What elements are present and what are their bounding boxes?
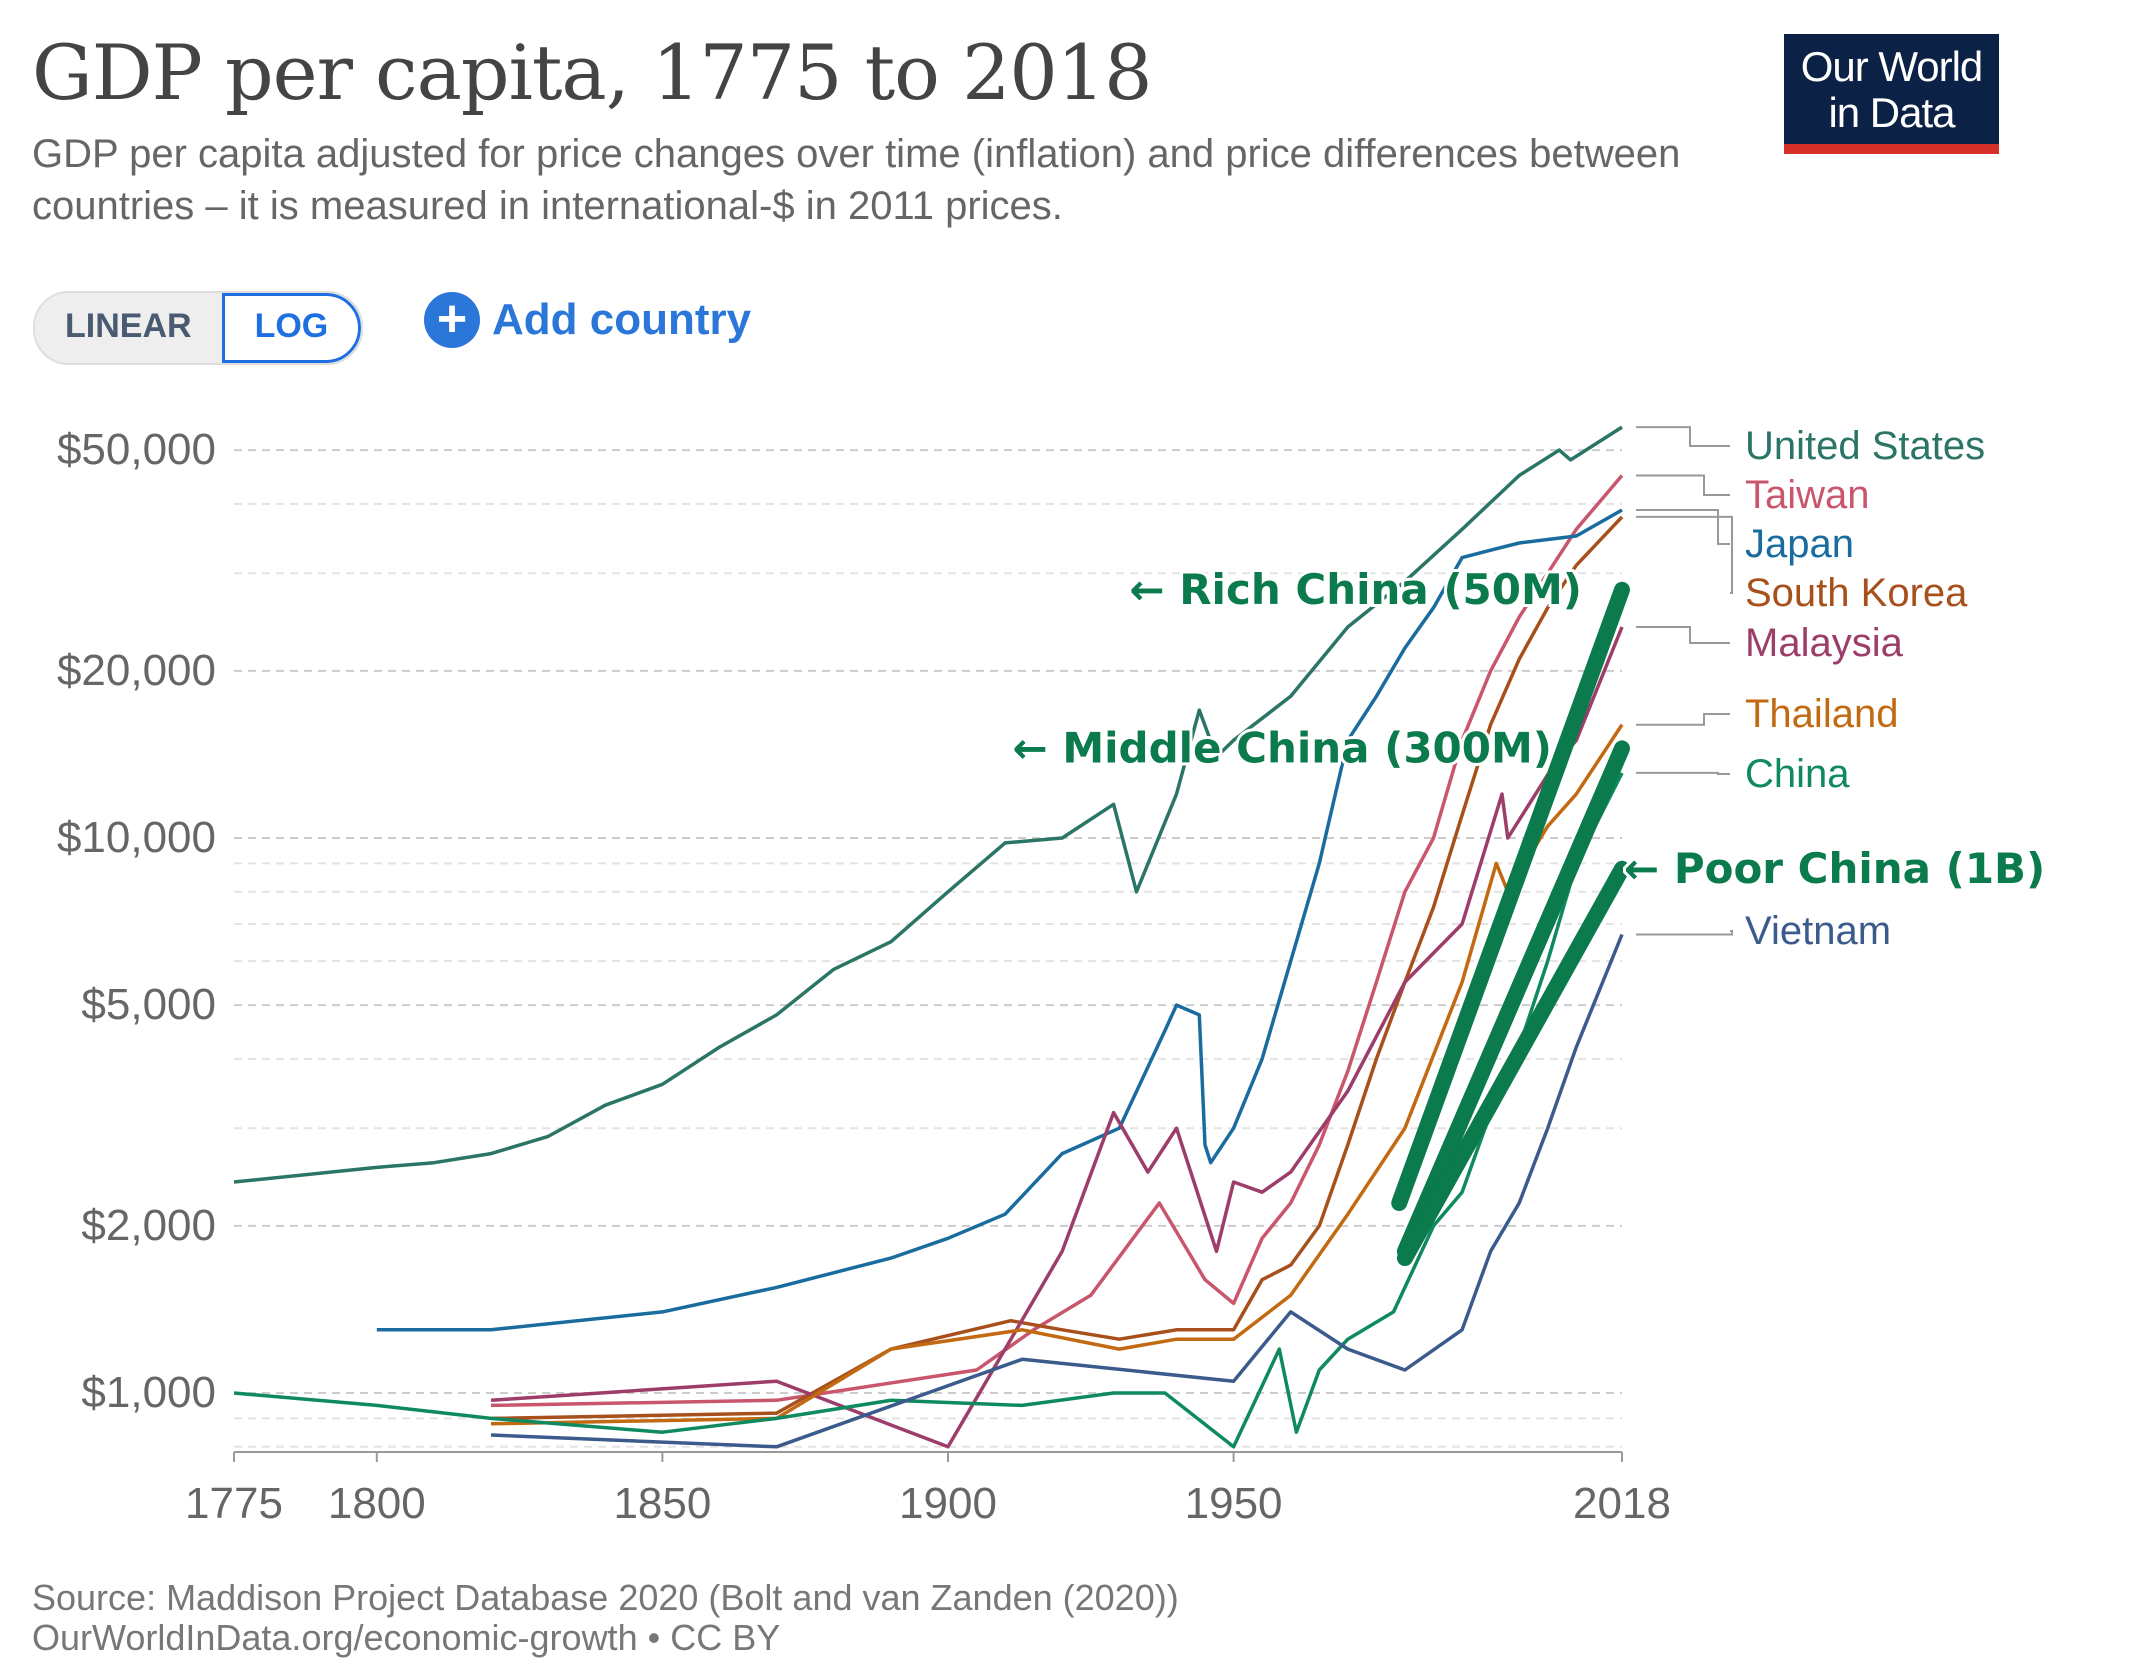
y-tick-label: $50,000 — [57, 425, 216, 474]
source-text: Source: Maddison Project Database 2020 (… — [32, 1577, 1179, 1618]
annotation-label: ← Poor China (1B) — [1624, 844, 2045, 893]
series-label: Taiwan — [1745, 473, 1870, 517]
add-country-button[interactable]: + Add country — [424, 292, 751, 348]
annotation-line — [1391, 581, 1630, 1211]
series-label: China — [1745, 752, 1850, 796]
scale-toggle: LINEAR LOG — [33, 291, 364, 365]
label-connector — [1636, 771, 1730, 775]
series-label: Malaysia — [1745, 621, 1904, 665]
series-label: South Korea — [1745, 571, 1968, 615]
y-tick-label: $20,000 — [57, 646, 216, 695]
x-tick-label: 1900 — [899, 1479, 997, 1528]
label-connector — [1636, 508, 1730, 545]
series-label: Vietnam — [1745, 909, 1891, 953]
source-note: Source: Maddison Project Database 2020 (… — [32, 1578, 1179, 1658]
source-url[interactable]: OurWorldInData.org/economic-growth • CC … — [32, 1617, 781, 1658]
y-tick-label: $1,000 — [81, 1368, 216, 1417]
label-connector — [1636, 426, 1730, 447]
add-country-label: Add country — [492, 295, 752, 344]
linear-scale-button[interactable]: LINEAR — [35, 293, 222, 363]
x-tick-label: 2018 — [1573, 1479, 1671, 1528]
y-tick-label: $2,000 — [81, 1201, 216, 1250]
plus-circle-icon: + — [424, 292, 480, 348]
series-label: United States — [1745, 424, 1985, 468]
x-tick-label: 1800 — [328, 1479, 426, 1528]
series-label: Thailand — [1745, 692, 1898, 736]
label-connector — [1636, 515, 1733, 594]
x-tick-label: 1950 — [1185, 1479, 1283, 1528]
series-line-taiwan — [490, 474, 1624, 1408]
annotation-line — [1396, 740, 1630, 1260]
x-tick-label: 1850 — [613, 1479, 711, 1528]
log-scale-button[interactable]: LOG — [221, 293, 362, 363]
label-connector — [1636, 625, 1730, 644]
series-line-japan — [376, 508, 1623, 1332]
series-line-vietnam — [490, 933, 1624, 1449]
y-tick-label: $10,000 — [57, 813, 216, 862]
logo-text: Our World in Data — [1800, 43, 1984, 136]
series-line-united-states — [233, 425, 1623, 1184]
annotation-line — [1396, 860, 1630, 1267]
label-connector — [1636, 474, 1730, 496]
y-tick-label: $5,000 — [81, 980, 216, 1029]
owid-logo[interactable]: Our World in Data — [1784, 34, 1999, 154]
series-label: Japan — [1745, 522, 1854, 566]
label-connector — [1636, 930, 1733, 936]
label-connector — [1636, 713, 1730, 726]
series-line-malaysia — [490, 626, 1624, 1449]
annotation-label: ← Middle China (300M) — [1013, 723, 1552, 772]
chart-subtitle: GDP per capita adjusted for price change… — [32, 132, 1681, 228]
series-line-south-korea — [490, 515, 1624, 1421]
annotation-label: ← Rich China (50M) — [1129, 565, 1582, 614]
x-tick-label: 1775 — [185, 1479, 283, 1528]
chart-title: GDP per capita, 1775 to 2018 — [32, 28, 1152, 117]
